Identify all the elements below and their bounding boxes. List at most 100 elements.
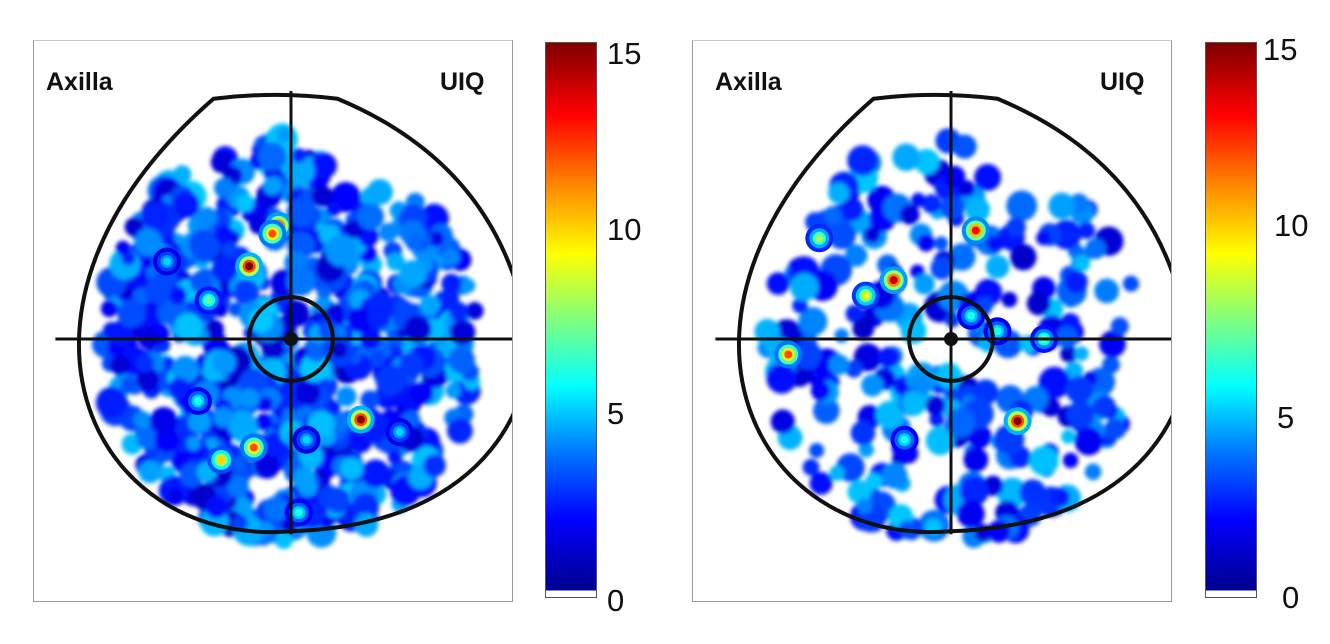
heatmap-cell [852, 317, 875, 340]
heatmap-cell [958, 180, 976, 197]
heatmap-cell [351, 492, 380, 521]
heatmap-cell [136, 427, 158, 449]
hotspot-3 [1013, 417, 1022, 426]
heatmap-cell [1066, 400, 1095, 429]
heatmap-cell [248, 308, 274, 333]
heatmap-cell [172, 191, 200, 219]
heatmap-cell [943, 165, 966, 188]
heatmap-plot-left [33, 40, 513, 602]
heatmap-cell [186, 436, 201, 451]
heatmap-cell [892, 143, 920, 172]
heatmap-cell [205, 495, 229, 519]
heatmap-cell [263, 496, 290, 522]
heatmap-cell [974, 163, 1002, 191]
breast-outline [737, 92, 1171, 535]
hotspot-0 [889, 276, 898, 285]
hotspot-4 [861, 291, 870, 300]
heatmap-cell [1010, 243, 1037, 271]
heatmap-cell [1019, 479, 1046, 506]
heatmap-cell [1006, 217, 1026, 238]
heatmap-cell [133, 411, 152, 429]
heatmap-cell [361, 459, 390, 488]
heatmap-cell [1099, 330, 1126, 358]
heatmap-cell [770, 409, 795, 434]
heatmap-cell [952, 134, 977, 159]
heatmap-cell [963, 447, 989, 473]
heatmap-cell [1051, 219, 1082, 250]
heatmap-cell [357, 203, 385, 230]
heatmap-cell [858, 442, 874, 458]
heatmap-cell [1060, 345, 1078, 363]
hotspot-0 [245, 262, 254, 271]
heatmap-cell [124, 217, 144, 237]
heatmap-cell [766, 363, 797, 394]
heatmap-cell [233, 279, 260, 306]
heatmap-cell [828, 354, 850, 376]
heatmap-cell [449, 302, 469, 322]
heatmap-cell [144, 277, 172, 304]
heatmap-cell [399, 352, 424, 377]
heatmap-cell [274, 530, 293, 550]
heatmap-cell [1122, 275, 1140, 292]
heatmap-cell [948, 243, 976, 271]
heatmap-cell [1074, 255, 1091, 272]
hotspot-5 [217, 455, 226, 464]
heatmap-cell [965, 197, 991, 223]
heatmap-cell [875, 400, 904, 429]
heatmap-cell [95, 386, 128, 419]
heatmap-cell [465, 302, 484, 320]
heatmap-cell [1026, 291, 1051, 316]
heatmap-cell [195, 206, 218, 229]
colorbar-tick-5: 5 [607, 396, 625, 431]
colorbar-left [545, 42, 597, 598]
heatmap-cell [914, 148, 940, 175]
heatmap-cell [135, 367, 160, 392]
heatmap-cell [336, 386, 357, 407]
heatmap-cell [945, 407, 976, 438]
colorbar-tick-0: 0 [1282, 580, 1300, 615]
heatmap-cell [227, 410, 257, 440]
heatmap-cell [369, 350, 387, 367]
heatmap-cell [828, 182, 850, 204]
heatmap-cell [844, 244, 868, 267]
heatmap-cell [215, 225, 234, 244]
heatmap-cell [258, 396, 273, 412]
heatmap-cell [236, 194, 255, 213]
hotspot-6 [815, 234, 824, 243]
heatmap-cell [387, 450, 403, 465]
heatmap-cell [330, 411, 351, 432]
heatmap-cell [211, 257, 237, 283]
heatmap-cell [1062, 452, 1079, 469]
heatmap-cell [330, 341, 348, 358]
heatmap-cell [295, 380, 321, 406]
heatmap-cell [367, 306, 391, 330]
heatmap-cell [987, 520, 1011, 543]
heatmap-cell [845, 304, 864, 323]
hotspot-10 [395, 428, 404, 436]
heatmap-cell [227, 476, 249, 498]
heatmap-cell [205, 319, 224, 339]
heatmap-cell [360, 390, 380, 410]
heatmap-cell [300, 353, 329, 383]
heatmap-cell [386, 252, 405, 271]
hotspot-7 [294, 508, 303, 517]
heatmap-cell [277, 127, 292, 143]
heatmap-cell [792, 297, 808, 314]
heatmap-cell [213, 407, 234, 428]
nipple-circle [247, 295, 335, 383]
quadrant-label-uiq: UIQ [440, 68, 485, 96]
heatmap-cell [138, 460, 162, 484]
heatmap-cell [959, 476, 989, 506]
heatmap-cell [878, 346, 900, 368]
heatmap-cell [857, 498, 873, 514]
breast-outline [77, 92, 512, 535]
quadrant-label-uiq: UIQ [1100, 68, 1145, 96]
hotspot-9 [993, 327, 1002, 336]
heatmap-cell [917, 234, 935, 252]
colorbar-tick-5: 5 [1277, 400, 1295, 435]
heatmap-cell [188, 410, 211, 434]
heatmap-cell [189, 229, 221, 261]
heatmap-cell [985, 255, 1010, 279]
heatmap-plot-right [692, 40, 1172, 602]
heatmap-cell [100, 300, 118, 318]
